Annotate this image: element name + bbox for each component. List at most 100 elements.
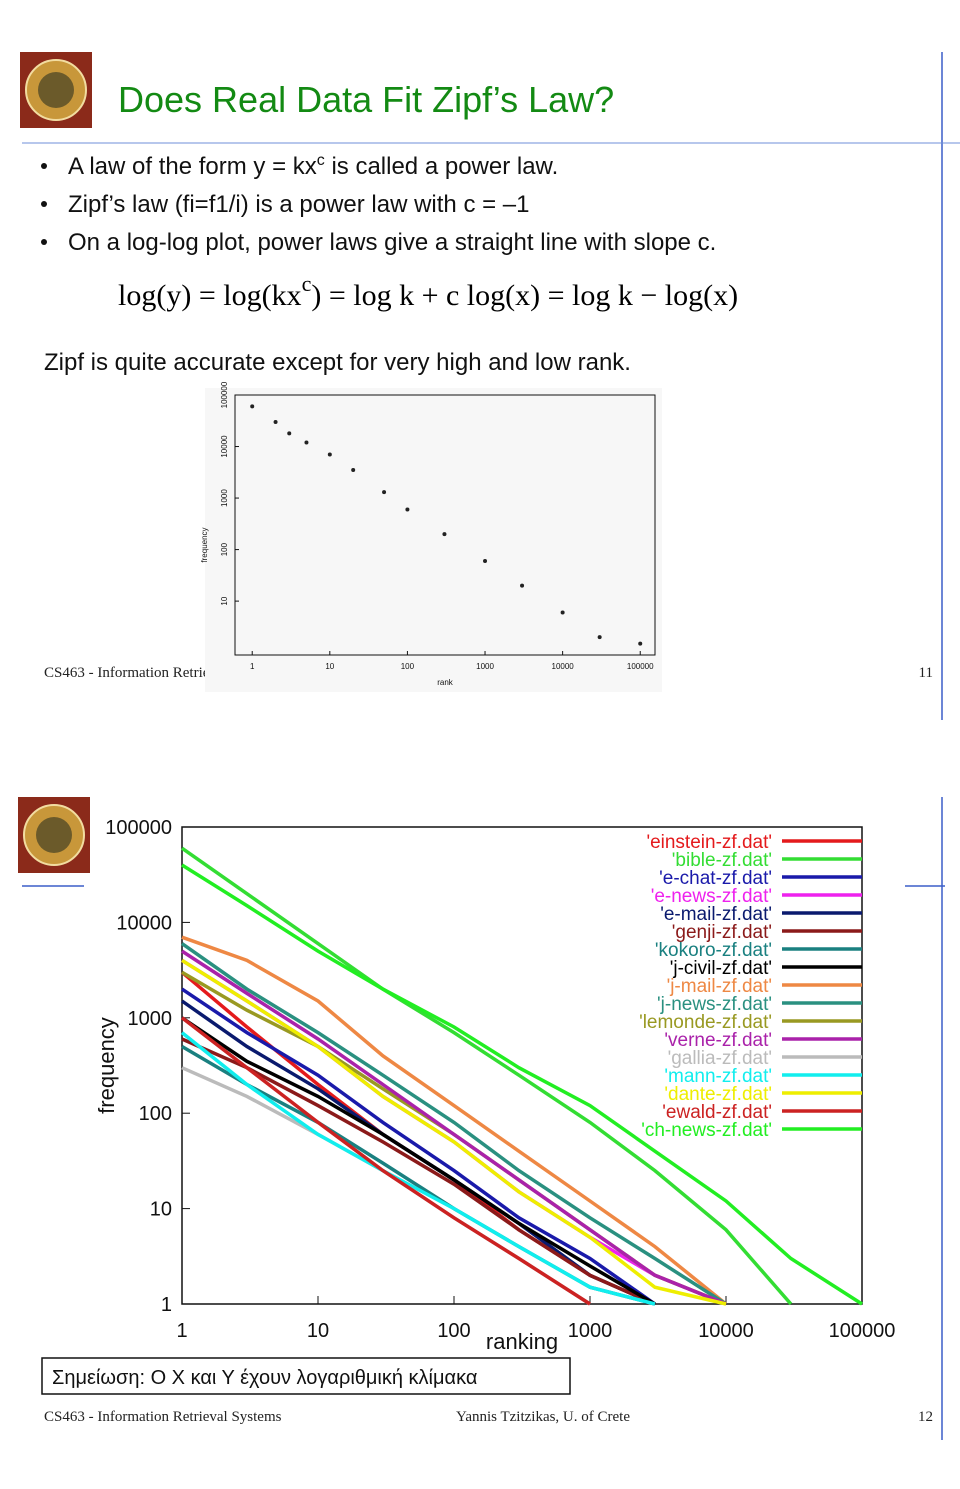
legend-label: 'einstein-zf.dat' — [646, 832, 772, 853]
legend-label: 'genji-zf.dat' — [672, 922, 772, 943]
point — [250, 404, 255, 409]
point — [273, 419, 278, 424]
y-tick-label: 100 — [220, 542, 229, 556]
bullet-dot — [41, 201, 47, 207]
plot-frame — [181, 826, 863, 1305]
x-tick-label: 100 — [437, 1320, 470, 1342]
y-tick-label: 1000 — [220, 489, 229, 507]
x-tick-label: 100000 — [627, 662, 654, 671]
bullet: On a log-log plot, power laws give a str… — [68, 229, 716, 256]
series-line — [181, 1016, 656, 1306]
y-tick-label: 10000 — [220, 435, 229, 458]
legend-label: 'j-civil-zf.dat' — [670, 958, 772, 979]
x-tick-label: 1000 — [476, 662, 494, 671]
legend-label: 'lemonde-zf.dat' — [639, 1012, 772, 1033]
bullet-part: y = kx — [253, 153, 316, 180]
legend-label: 'gallia-zf.dat' — [668, 1048, 772, 1069]
series-line — [180, 942, 727, 1306]
figure-background — [205, 388, 662, 692]
footer: CS463 - Information Retrieval Systems — [44, 1409, 282, 1425]
x-tick-label: 1 — [250, 662, 255, 671]
bullet-dot — [41, 163, 47, 169]
legend-label: 'dante-zf.dat' — [664, 1084, 772, 1105]
author: Yannis Tzitzikas, U. of Crete — [456, 1409, 630, 1425]
point — [405, 507, 410, 512]
x-axis-label: ranking — [486, 1329, 558, 1354]
point — [560, 610, 565, 615]
bullet-dot — [41, 239, 47, 245]
formula-sup: c — [302, 271, 312, 296]
y-tick-label: 10000 — [116, 912, 172, 934]
x-tick-label: 10 — [307, 1320, 329, 1342]
legend-label: 'e-mail-zf.dat' — [660, 904, 772, 925]
y-tick-label: 1 — [161, 1294, 172, 1316]
series-line — [180, 999, 656, 1306]
point — [442, 532, 447, 537]
legend-label: 'kokoro-zf.dat' — [655, 940, 772, 961]
point — [597, 635, 602, 640]
point — [351, 468, 356, 473]
point — [638, 641, 643, 646]
legend-label: 'e-chat-zf.dat' — [659, 868, 772, 889]
legend-label: 'j-mail-zf.dat' — [667, 976, 772, 997]
y-tick-label: 100000 — [220, 381, 229, 408]
series-line — [181, 1044, 656, 1306]
point — [304, 440, 309, 445]
legend-label: 'bible-zf.dat' — [672, 850, 772, 871]
point — [287, 431, 292, 436]
series-line — [181, 949, 727, 1306]
point — [483, 559, 488, 564]
series-line — [181, 863, 863, 1306]
series-line — [181, 935, 728, 1306]
legend-label: 'ch-news-zf.dat' — [641, 1120, 772, 1141]
page-number: 11 — [919, 665, 933, 681]
formula-part: ) = log k + c log(x) = log k − log(x) — [311, 279, 738, 312]
y-tick-label: 10 — [150, 1199, 172, 1221]
note: Σημείωση: Ο Χ και Υ έχουν λογαριθμική κλ… — [52, 1367, 477, 1389]
series-line — [181, 958, 727, 1306]
formula: log(y) = log(kxc) = log k + c log(x) = l… — [118, 271, 738, 312]
y-tick-label: 1000 — [128, 1008, 173, 1030]
bullet-part: On a log-log plot, power laws give a str… — [68, 229, 716, 256]
y-tick-label: 10 — [220, 596, 229, 605]
logo — [20, 52, 92, 128]
point — [520, 583, 525, 588]
bullet: A law of the form y = kxc is called a po… — [68, 152, 558, 180]
series-line — [181, 1037, 656, 1306]
x-tick-label: 100 — [401, 662, 415, 671]
legend-label: 'verne-zf.dat' — [664, 1030, 772, 1051]
point — [382, 490, 387, 495]
plot-frame — [234, 394, 656, 656]
x-tick-label: 1 — [176, 1320, 187, 1342]
y-axis-label: frequency — [94, 1017, 119, 1114]
x-tick-label: 1000 — [568, 1320, 613, 1342]
legend-label: 'mann-zf.dat' — [664, 1066, 772, 1087]
legend-label: 'e-news-zf.dat' — [651, 886, 772, 907]
series-line — [180, 1016, 591, 1306]
x-axis-label: rank — [437, 678, 454, 687]
x-tick-label: 10000 — [698, 1320, 754, 1342]
series-line — [180, 1031, 656, 1306]
logo — [18, 797, 90, 873]
legend-label: 'ewald-zf.dat' — [662, 1102, 772, 1123]
legend-label: 'j-news-zf.dat' — [657, 994, 772, 1015]
y-tick-label: 100 — [139, 1103, 172, 1125]
page-number: 12 — [918, 1409, 933, 1425]
note: Zipf is quite accurate except for very h… — [44, 349, 631, 376]
slide-title: Does Real Data Fit Zipf’s Law? — [118, 79, 614, 120]
x-tick-label: 10000 — [552, 662, 575, 671]
y-axis-label: frequency — [200, 527, 209, 562]
bullet-sup: c — [317, 152, 325, 169]
note-box — [41, 1357, 571, 1395]
y-tick-label: 100000 — [105, 817, 172, 839]
bullet-part: A law of the form — [68, 153, 253, 180]
x-tick-label: 100000 — [829, 1320, 896, 1342]
bullet: Zipf’s law (fi=f1/i) is a power law with… — [68, 191, 530, 218]
series-line — [181, 987, 656, 1306]
point — [327, 452, 332, 457]
series-line — [180, 846, 793, 1306]
x-tick-label: 10 — [325, 662, 334, 671]
bullet-part: Zipf’s law (fi=f1/i) is a power law with… — [68, 191, 530, 218]
